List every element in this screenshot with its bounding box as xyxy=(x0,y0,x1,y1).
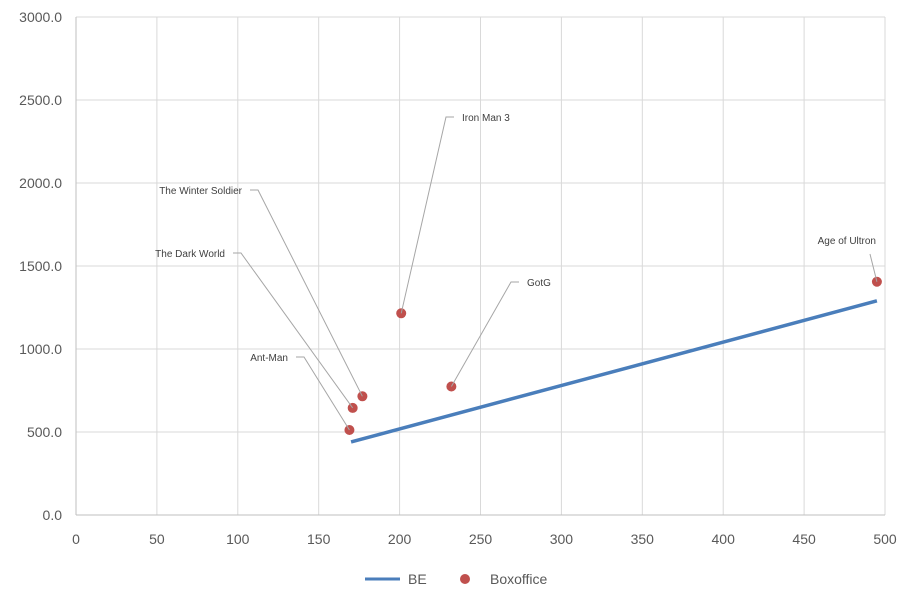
y-axis-ticks: 0.0 500.0 1000.0 1500.0 2000.0 2500.0 3000.0 xyxy=(19,9,62,523)
data-label: GotG xyxy=(527,278,551,289)
x-tick-label: 250 xyxy=(469,531,493,547)
y-tick-label: 1000.0 xyxy=(19,341,62,357)
x-tick-label: 450 xyxy=(792,531,816,547)
leader-line xyxy=(450,281,519,387)
x-tick-label: 150 xyxy=(307,531,331,547)
x-axis-ticks: 0 50 100 150 200 250 300 350 400 450 500 xyxy=(72,531,897,547)
data-label: The Dark World xyxy=(155,249,225,260)
y-tick-label: 2500.0 xyxy=(19,92,62,108)
gridlines xyxy=(75,16,886,516)
be-line xyxy=(350,299,878,444)
legend-boxoffice-swatch xyxy=(460,574,470,584)
series-layer xyxy=(344,276,882,444)
legend-be-label: BE xyxy=(408,571,427,587)
data-label: Ant-Man xyxy=(250,353,288,364)
data-labels: Ant-Man The Dark World The Winter Soldier I… xyxy=(155,113,878,431)
x-tick-label: 0 xyxy=(72,531,80,547)
leader-line xyxy=(233,252,354,409)
legend: BE Boxoffice xyxy=(365,571,548,587)
x-tick-label: 200 xyxy=(388,531,412,547)
data-label: Iron Man 3 xyxy=(462,113,510,124)
leader-line xyxy=(250,189,363,397)
leader-line xyxy=(869,253,878,282)
x-tick-label: 100 xyxy=(226,531,250,547)
y-tick-label: 2000.0 xyxy=(19,175,62,191)
x-tick-label: 500 xyxy=(873,531,897,547)
y-tick-label: 3000.0 xyxy=(19,9,62,25)
leader-line xyxy=(296,356,350,431)
data-label: The Winter Soldier xyxy=(159,186,242,197)
data-label: Age of Ultron xyxy=(818,236,876,247)
x-tick-label: 50 xyxy=(149,531,165,547)
legend-boxoffice-label: Boxoffice xyxy=(490,571,548,587)
x-tick-label: 300 xyxy=(550,531,574,547)
x-tick-label: 400 xyxy=(712,531,736,547)
y-tick-label: 500.0 xyxy=(27,424,62,440)
x-tick-label: 350 xyxy=(631,531,655,547)
leader-line xyxy=(400,116,454,314)
y-tick-label: 0.0 xyxy=(43,507,63,523)
y-tick-label: 1500.0 xyxy=(19,258,62,274)
